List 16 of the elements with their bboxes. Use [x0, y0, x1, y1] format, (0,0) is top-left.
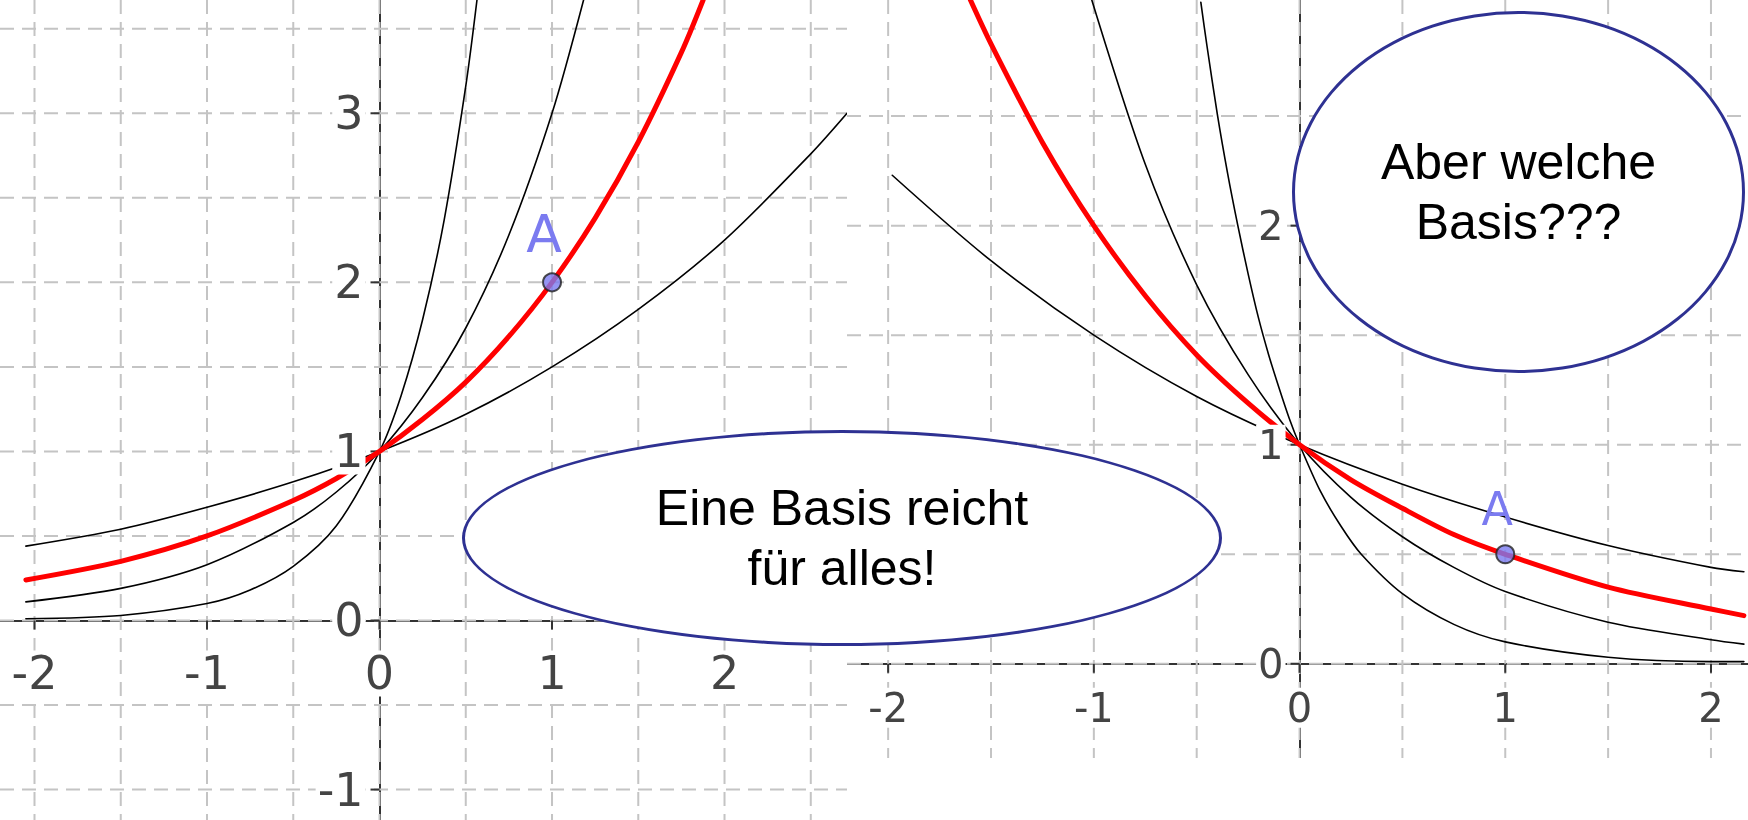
- x-tick-label: -2: [868, 684, 909, 731]
- x-tick-label: 2: [709, 646, 740, 701]
- y-tick-label: 2: [334, 255, 364, 310]
- y-tick-label: 1: [1258, 421, 1284, 468]
- annotation: A: [526, 204, 563, 265]
- x-tick-label: 1: [1492, 684, 1518, 731]
- y-tick-label: 1: [334, 424, 364, 479]
- y-tick-label: 2: [1258, 202, 1284, 249]
- x-tick-label: -2: [11, 646, 58, 701]
- y-tick-label: -1: [317, 762, 364, 817]
- y-tick-label: 3: [334, 86, 364, 141]
- x-tick-label: 2: [1698, 684, 1724, 731]
- x-tick-label: -1: [184, 646, 230, 701]
- x-tick-label: -1: [1073, 684, 1114, 731]
- x-tick-label: 1: [537, 646, 567, 701]
- y-tick-label: 0: [334, 593, 364, 648]
